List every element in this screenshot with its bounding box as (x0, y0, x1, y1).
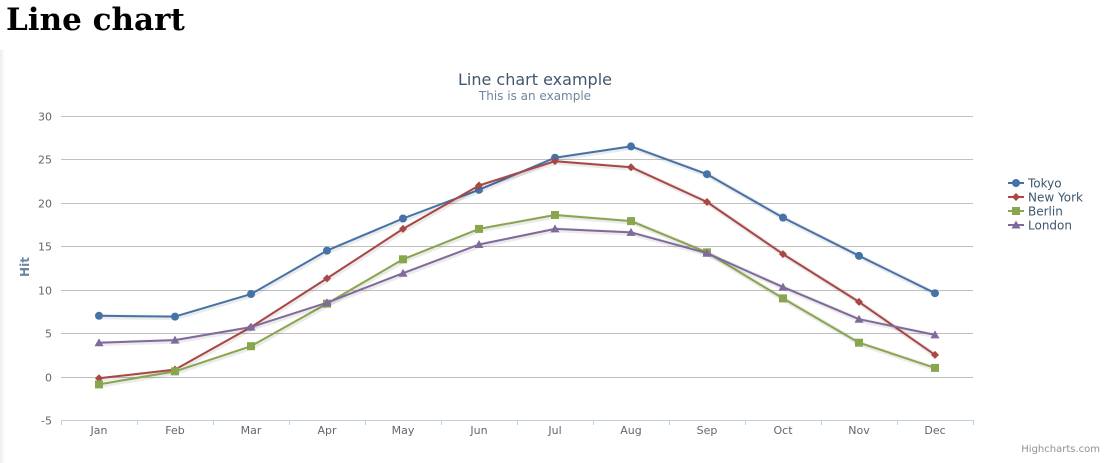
data-point-berlin[interactable] (551, 211, 559, 220)
data-point-new-york[interactable] (779, 250, 787, 259)
x-tick-label: Apr (317, 424, 337, 437)
series-line-tokyo[interactable] (98, 145, 936, 318)
series-new-york (95, 157, 939, 383)
x-tick-label: Jul (547, 424, 561, 437)
legend-label: London (1028, 219, 1072, 233)
credits-link[interactable]: Highcharts.com (1021, 444, 1100, 455)
x-tick-label: Feb (165, 424, 184, 437)
data-point-new-york[interactable] (703, 197, 711, 206)
legend-label: Tokyo (1027, 177, 1062, 191)
legend-marker-london (1011, 220, 1021, 229)
series-line-london[interactable] (98, 227, 936, 344)
data-point-berlin[interactable] (171, 367, 179, 376)
legend-label: Berlin (1028, 205, 1063, 219)
y-tick-label: 15 (38, 241, 52, 254)
data-point-new-york[interactable] (95, 374, 103, 383)
legend-marker-tokyo (1012, 179, 1020, 187)
data-point-tokyo[interactable] (703, 170, 711, 179)
data-point-berlin[interactable] (247, 342, 255, 351)
y-tick-label: -5 (41, 415, 52, 428)
data-point-new-york[interactable] (855, 297, 863, 306)
y-tick-label: 0 (45, 372, 52, 385)
data-point-new-york[interactable] (323, 274, 331, 283)
series-line-berlin[interactable] (98, 214, 936, 386)
data-point-london[interactable] (398, 268, 408, 277)
data-point-new-york[interactable] (475, 181, 483, 190)
x-tick-label: Jan (90, 424, 108, 437)
data-point-london[interactable] (778, 282, 788, 291)
chart-subtitle: This is an example (478, 89, 591, 103)
data-point-new-york[interactable] (399, 224, 407, 233)
data-point-london[interactable] (550, 224, 560, 233)
x-tick-label: May (392, 424, 415, 437)
data-point-tokyo[interactable] (95, 311, 103, 320)
data-point-berlin[interactable] (779, 294, 787, 303)
x-tick-label: Jun (469, 424, 487, 437)
legend-item-london[interactable]: London (1008, 219, 1072, 233)
x-tick-label: Mar (241, 424, 262, 437)
series-tokyo (95, 142, 939, 321)
data-point-tokyo[interactable] (475, 185, 483, 194)
data-point-tokyo[interactable] (855, 251, 863, 260)
data-point-london[interactable] (702, 248, 712, 257)
data-point-london[interactable] (626, 227, 636, 236)
x-tick-label: Aug (620, 424, 641, 437)
data-point-berlin[interactable] (627, 217, 635, 226)
data-point-london[interactable] (930, 330, 940, 339)
legend-label: New York (1028, 191, 1083, 205)
data-point-tokyo[interactable] (247, 290, 255, 299)
legend-item-tokyo[interactable]: Tokyo (1008, 177, 1062, 191)
data-point-london[interactable] (854, 314, 864, 323)
page-heading: Line chart (6, 2, 185, 38)
y-tick-label: 20 (38, 198, 52, 211)
y-axis-title: Hit (18, 257, 32, 277)
data-point-london[interactable] (170, 335, 180, 344)
data-point-london[interactable] (246, 322, 256, 331)
data-point-london[interactable] (94, 338, 104, 347)
data-point-tokyo[interactable] (171, 312, 179, 321)
data-point-berlin[interactable] (475, 224, 483, 233)
data-point-new-york[interactable] (627, 163, 635, 172)
data-point-new-york[interactable] (551, 157, 559, 166)
y-tick-label: 25 (38, 154, 52, 167)
data-point-tokyo[interactable] (779, 213, 787, 222)
data-point-tokyo[interactable] (931, 289, 939, 298)
x-tick-label: Sep (697, 424, 718, 437)
data-point-tokyo[interactable] (323, 246, 331, 255)
x-axis: Jan Feb Mar Apr May Jun Jul Aug Sep Oct Nov Dec (61, 420, 974, 437)
y-tick-label: 30 (38, 111, 52, 124)
legend-item-new-york[interactable]: New York (1008, 191, 1083, 205)
legend-marker-new-york (1012, 193, 1020, 201)
legend-item-berlin[interactable]: Berlin (1008, 205, 1063, 219)
data-point-berlin[interactable] (399, 255, 407, 264)
series-line-new-york[interactable] (98, 160, 936, 380)
data-point-new-york[interactable] (931, 350, 939, 359)
x-tick-label: Oct (773, 424, 793, 437)
series-london (94, 224, 940, 347)
data-point-berlin[interactable] (95, 380, 103, 389)
series-layer (94, 142, 940, 389)
grid-layer: -5 0 5 10 15 20 25 30 (38, 111, 973, 428)
x-tick-label: Nov (848, 424, 870, 437)
edge-shadow (0, 50, 5, 463)
data-point-london[interactable] (322, 298, 332, 307)
data-point-berlin[interactable] (931, 363, 939, 372)
data-point-tokyo[interactable] (399, 214, 407, 223)
chart-title: Line chart example (458, 70, 612, 89)
data-point-london[interactable] (474, 240, 484, 249)
data-point-tokyo[interactable] (627, 142, 635, 151)
legend-marker-berlin (1012, 207, 1020, 215)
y-tick-label: 5 (45, 328, 52, 341)
data-point-berlin[interactable] (855, 338, 863, 347)
x-tick-label: Dec (924, 424, 945, 437)
y-tick-label: 10 (38, 285, 52, 298)
